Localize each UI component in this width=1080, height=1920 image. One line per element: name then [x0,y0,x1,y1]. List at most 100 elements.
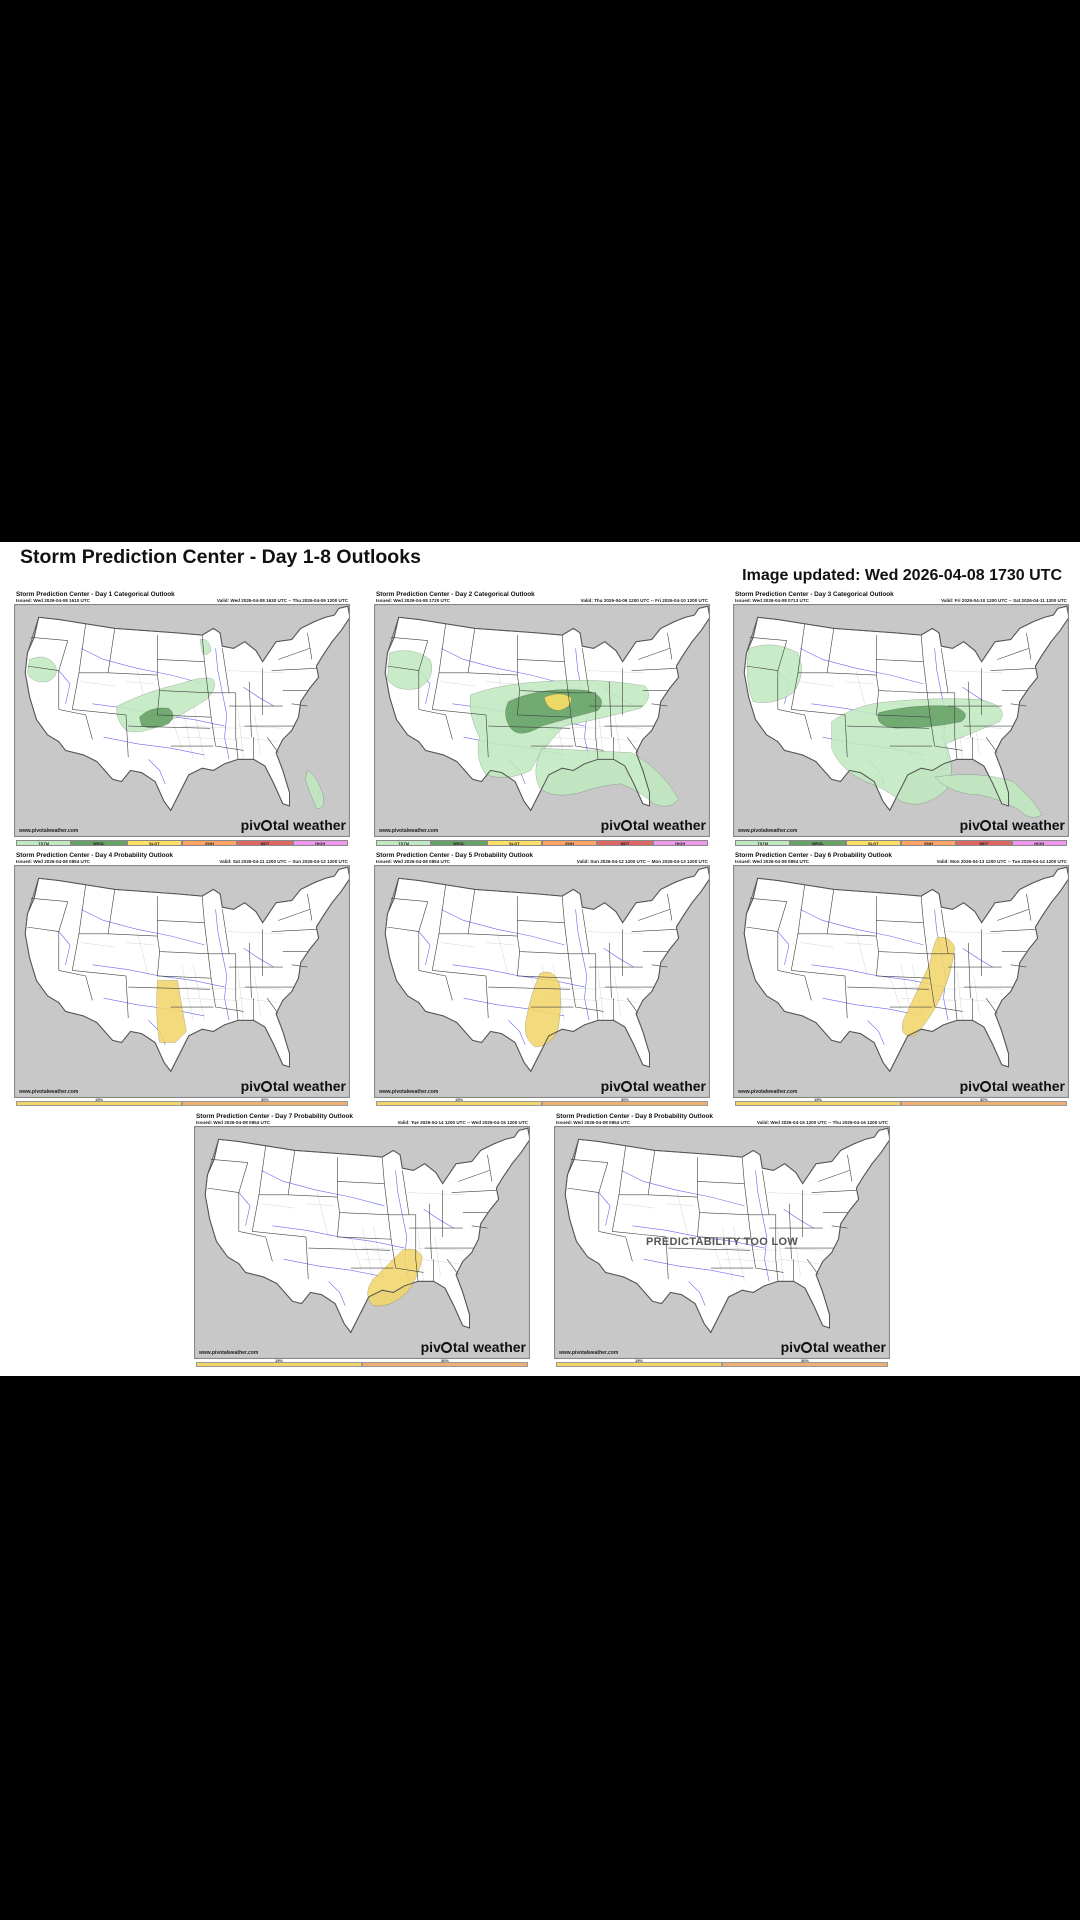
us-outline [204,1127,530,1334]
river-line [103,736,205,756]
state-border [287,1150,296,1195]
outlook-header: Storm Prediction Center - Day 1 Categori… [16,591,348,604]
river-line [243,686,274,707]
state-border [647,1150,656,1195]
outlook-card-day-2: Storm Prediction Center - Day 2 Categori… [374,591,710,848]
state-border [387,878,399,914]
state-border [251,1194,260,1232]
state-border [697,1196,751,1216]
state-border [30,897,68,902]
river-line [643,1258,745,1278]
state-border [777,709,812,740]
state-border [72,970,127,977]
state-border [746,617,758,653]
state-border [487,1154,493,1182]
state-border [608,681,612,738]
state-border [235,953,239,1021]
risk-area-tstm [831,698,1003,805]
state-border [471,1225,488,1229]
state-border [929,717,963,751]
state-border [157,659,205,663]
state-border [561,635,565,662]
state-border [307,632,313,660]
outlook-title: Storm Prediction Center - Day 8 Probabil… [556,1113,713,1120]
state-border [651,964,668,968]
site-url: www.pivotalweather.com [19,828,79,834]
legend-label: 15% [634,1357,643,1363]
state-border [985,736,998,753]
legend-item-enh: ENH [900,840,957,846]
state-border [920,896,924,923]
us-outlook-map [733,604,1069,837]
legend-label: TSTM [757,841,769,846]
state-border [207,1139,219,1175]
state-border [831,1225,848,1229]
state-border [570,1158,608,1163]
risk-area-prob15 [156,980,187,1043]
us-outlook-map [733,865,1069,1098]
legend-item-tstm: TSTM [16,840,72,846]
legend-item-30pct: 30% [542,1097,708,1106]
state-border [210,717,244,751]
state-border [762,1170,770,1215]
state-border [390,1239,424,1273]
river-line [755,1170,770,1282]
state-border [1010,964,1027,968]
river-line [283,1258,385,1278]
state-border [266,736,279,753]
legend-label: TSTM [38,841,50,846]
state-border [517,659,565,663]
risk-area-prob15 [902,936,955,1037]
logo-circle-icon [261,820,273,831]
river-line [215,648,230,760]
river-line [81,909,205,946]
river-line [238,1192,251,1226]
site-url: www.pivotalweather.com [379,828,439,834]
legend-item-enh: ENH [541,840,598,846]
state-border [125,975,129,1019]
state-border [266,997,279,1014]
state-border [30,636,68,641]
image-updated-text: Image updated: Wed 2026-04-08 1730 UTC [742,567,1062,584]
categorical-legend: TSTM MRGL SLGT ENH MDT HIGH [16,840,348,846]
state-border [291,964,308,968]
issued-text: Issued: Wed 2026-04-08 1720 UTC [376,598,450,604]
state-border [564,661,572,718]
legend-label: 15% [813,1096,822,1102]
valid-text: Valid: Sun 2026-04-12 1200 UTC -- Mon 20… [576,859,708,865]
river-line [58,670,71,704]
legend-item-15pct: 15% [735,1097,901,1106]
state-border [72,709,127,716]
state-border [271,668,317,671]
state-border [288,1194,338,1198]
state-border [58,970,93,1001]
state-border [638,909,670,921]
logo-circle-icon [441,1342,453,1353]
state-border [582,648,590,693]
valid-text: Valid: Thu 2026-04-09 1200 UTC -- Fri 20… [580,598,708,604]
probability-legend: 15% 30% [556,1358,888,1367]
state-border [248,942,252,999]
outlook-card-day-6: Storm Prediction Center - Day 6 Probabil… [733,852,1069,1109]
state-border [157,951,212,979]
pivotal-weather-logo: piv tal weather [959,817,1065,833]
state-border [1026,893,1032,921]
risk-area-tstm [746,644,802,703]
outlook-header: Storm Prediction Center - Day 4 Probabil… [16,852,348,865]
state-border [844,714,848,758]
state-border [517,935,571,955]
state-border [1010,703,1027,707]
river-line [800,648,924,685]
risk-area-prob15 [524,971,561,1048]
state-border [668,1247,751,1251]
state-border [876,951,931,979]
state-border [337,1196,391,1216]
state-border [797,623,828,674]
state-border [665,1236,669,1280]
state-border [431,672,440,710]
state-border [967,681,971,738]
outlook-card-day-7: Storm Prediction Center - Day 7 Probabil… [194,1113,530,1370]
legend-item-tstm: TSTM [735,840,791,846]
state-border [418,709,453,740]
state-border [467,889,476,934]
